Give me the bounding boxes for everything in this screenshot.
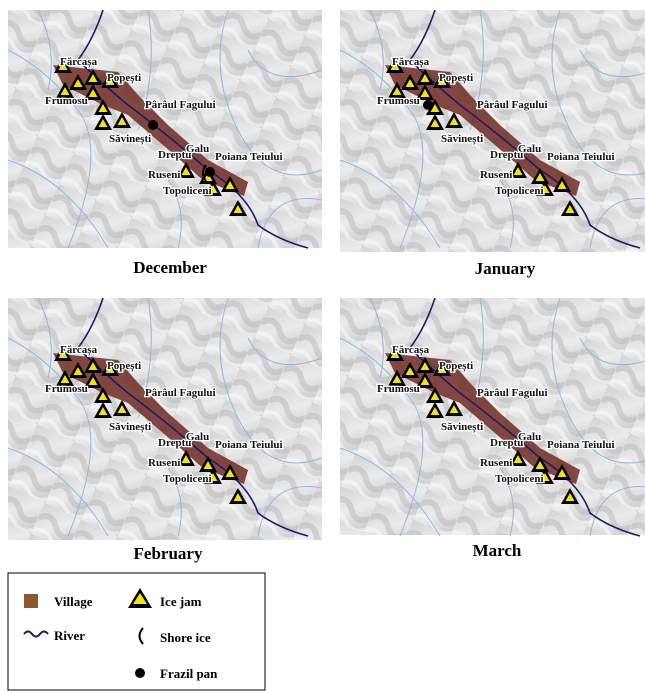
place-label: Fărcașa — [392, 344, 430, 356]
map-panel: Fărcașa Popești Frumosu Pârâul Fagului Săvin… — [340, 10, 645, 252]
village-swatch — [24, 594, 38, 608]
map-panel: Fărcașa Popești Frumosu Pârâul Fagului Săvin… — [8, 298, 322, 540]
legend-shore-ice: Shore ice — [160, 630, 211, 645]
place-label: Frumosu — [377, 95, 420, 107]
place-label: Pârâul Fagului — [477, 387, 548, 399]
place-label: Poiana Teiului — [215, 151, 283, 163]
panel-title: January — [475, 259, 536, 278]
figure: Fărcașa Popești Frumosu Pârâul Fagului Săvin… — [0, 0, 645, 691]
place-label: Săvinești — [441, 133, 483, 145]
place-label: Pârâul Fagului — [477, 99, 548, 111]
place-label: Frumosu — [377, 383, 420, 395]
frazil-pan — [423, 100, 433, 110]
legend-river: River — [54, 628, 85, 643]
map-panel: Fărcașa Popești Frumosu Pârâul Fagului Săvin… — [8, 10, 322, 248]
place-label: Săvinești — [441, 421, 483, 433]
place-label: Ruseni — [148, 457, 180, 469]
place-label: Popești — [107, 360, 141, 372]
place-label: Popești — [107, 72, 141, 84]
legend: Village River Ice jam Shore ice Frazil p… — [8, 573, 265, 690]
map-panel: Fărcașa Popești Frumosu Pârâul Fagului Săvin… — [340, 298, 645, 536]
place-label: Popești — [439, 72, 473, 84]
place-label: Dreptu — [158, 437, 191, 449]
place-label: Topoliceni — [163, 473, 212, 485]
place-label: Fărcașa — [60, 56, 98, 68]
place-label: Săvinești — [109, 421, 151, 433]
place-label: Poiana Teiului — [215, 439, 283, 451]
place-label: Popești — [439, 360, 473, 372]
place-label: Dreptu — [490, 437, 523, 449]
place-label: Ruseni — [480, 169, 512, 181]
place-label: Frumosu — [45, 95, 88, 107]
place-label: Topoliceni — [163, 185, 212, 197]
legend-frazil-pan: Frazil pan — [160, 666, 218, 681]
place-label: Ruseni — [480, 457, 512, 469]
frazil-pan — [148, 120, 158, 130]
place-label: Fărcașa — [392, 56, 430, 68]
panel-title: March — [473, 541, 522, 560]
place-label: Dreptu — [490, 149, 523, 161]
panel-title: February — [134, 544, 203, 563]
legend-ice-jam: Ice jam — [160, 594, 202, 609]
place-label: Frumosu — [45, 383, 88, 395]
place-label: Fărcașa — [60, 344, 98, 356]
legend-village: Village — [54, 594, 93, 609]
place-label: Pârâul Fagului — [145, 99, 216, 111]
place-label: Săvinești — [109, 133, 151, 145]
place-label: Poiana Teiului — [547, 439, 615, 451]
place-label: Ruseni — [148, 169, 180, 181]
place-label: Topoliceni — [495, 185, 544, 197]
frazil-pan-swatch — [135, 668, 145, 678]
panel-title: December — [133, 258, 207, 277]
frazil-pan — [205, 167, 215, 177]
place-label: Poiana Teiului — [547, 151, 615, 163]
place-label: Topoliceni — [495, 473, 544, 485]
place-label: Dreptu — [158, 149, 191, 161]
place-label: Pârâul Fagului — [145, 387, 216, 399]
